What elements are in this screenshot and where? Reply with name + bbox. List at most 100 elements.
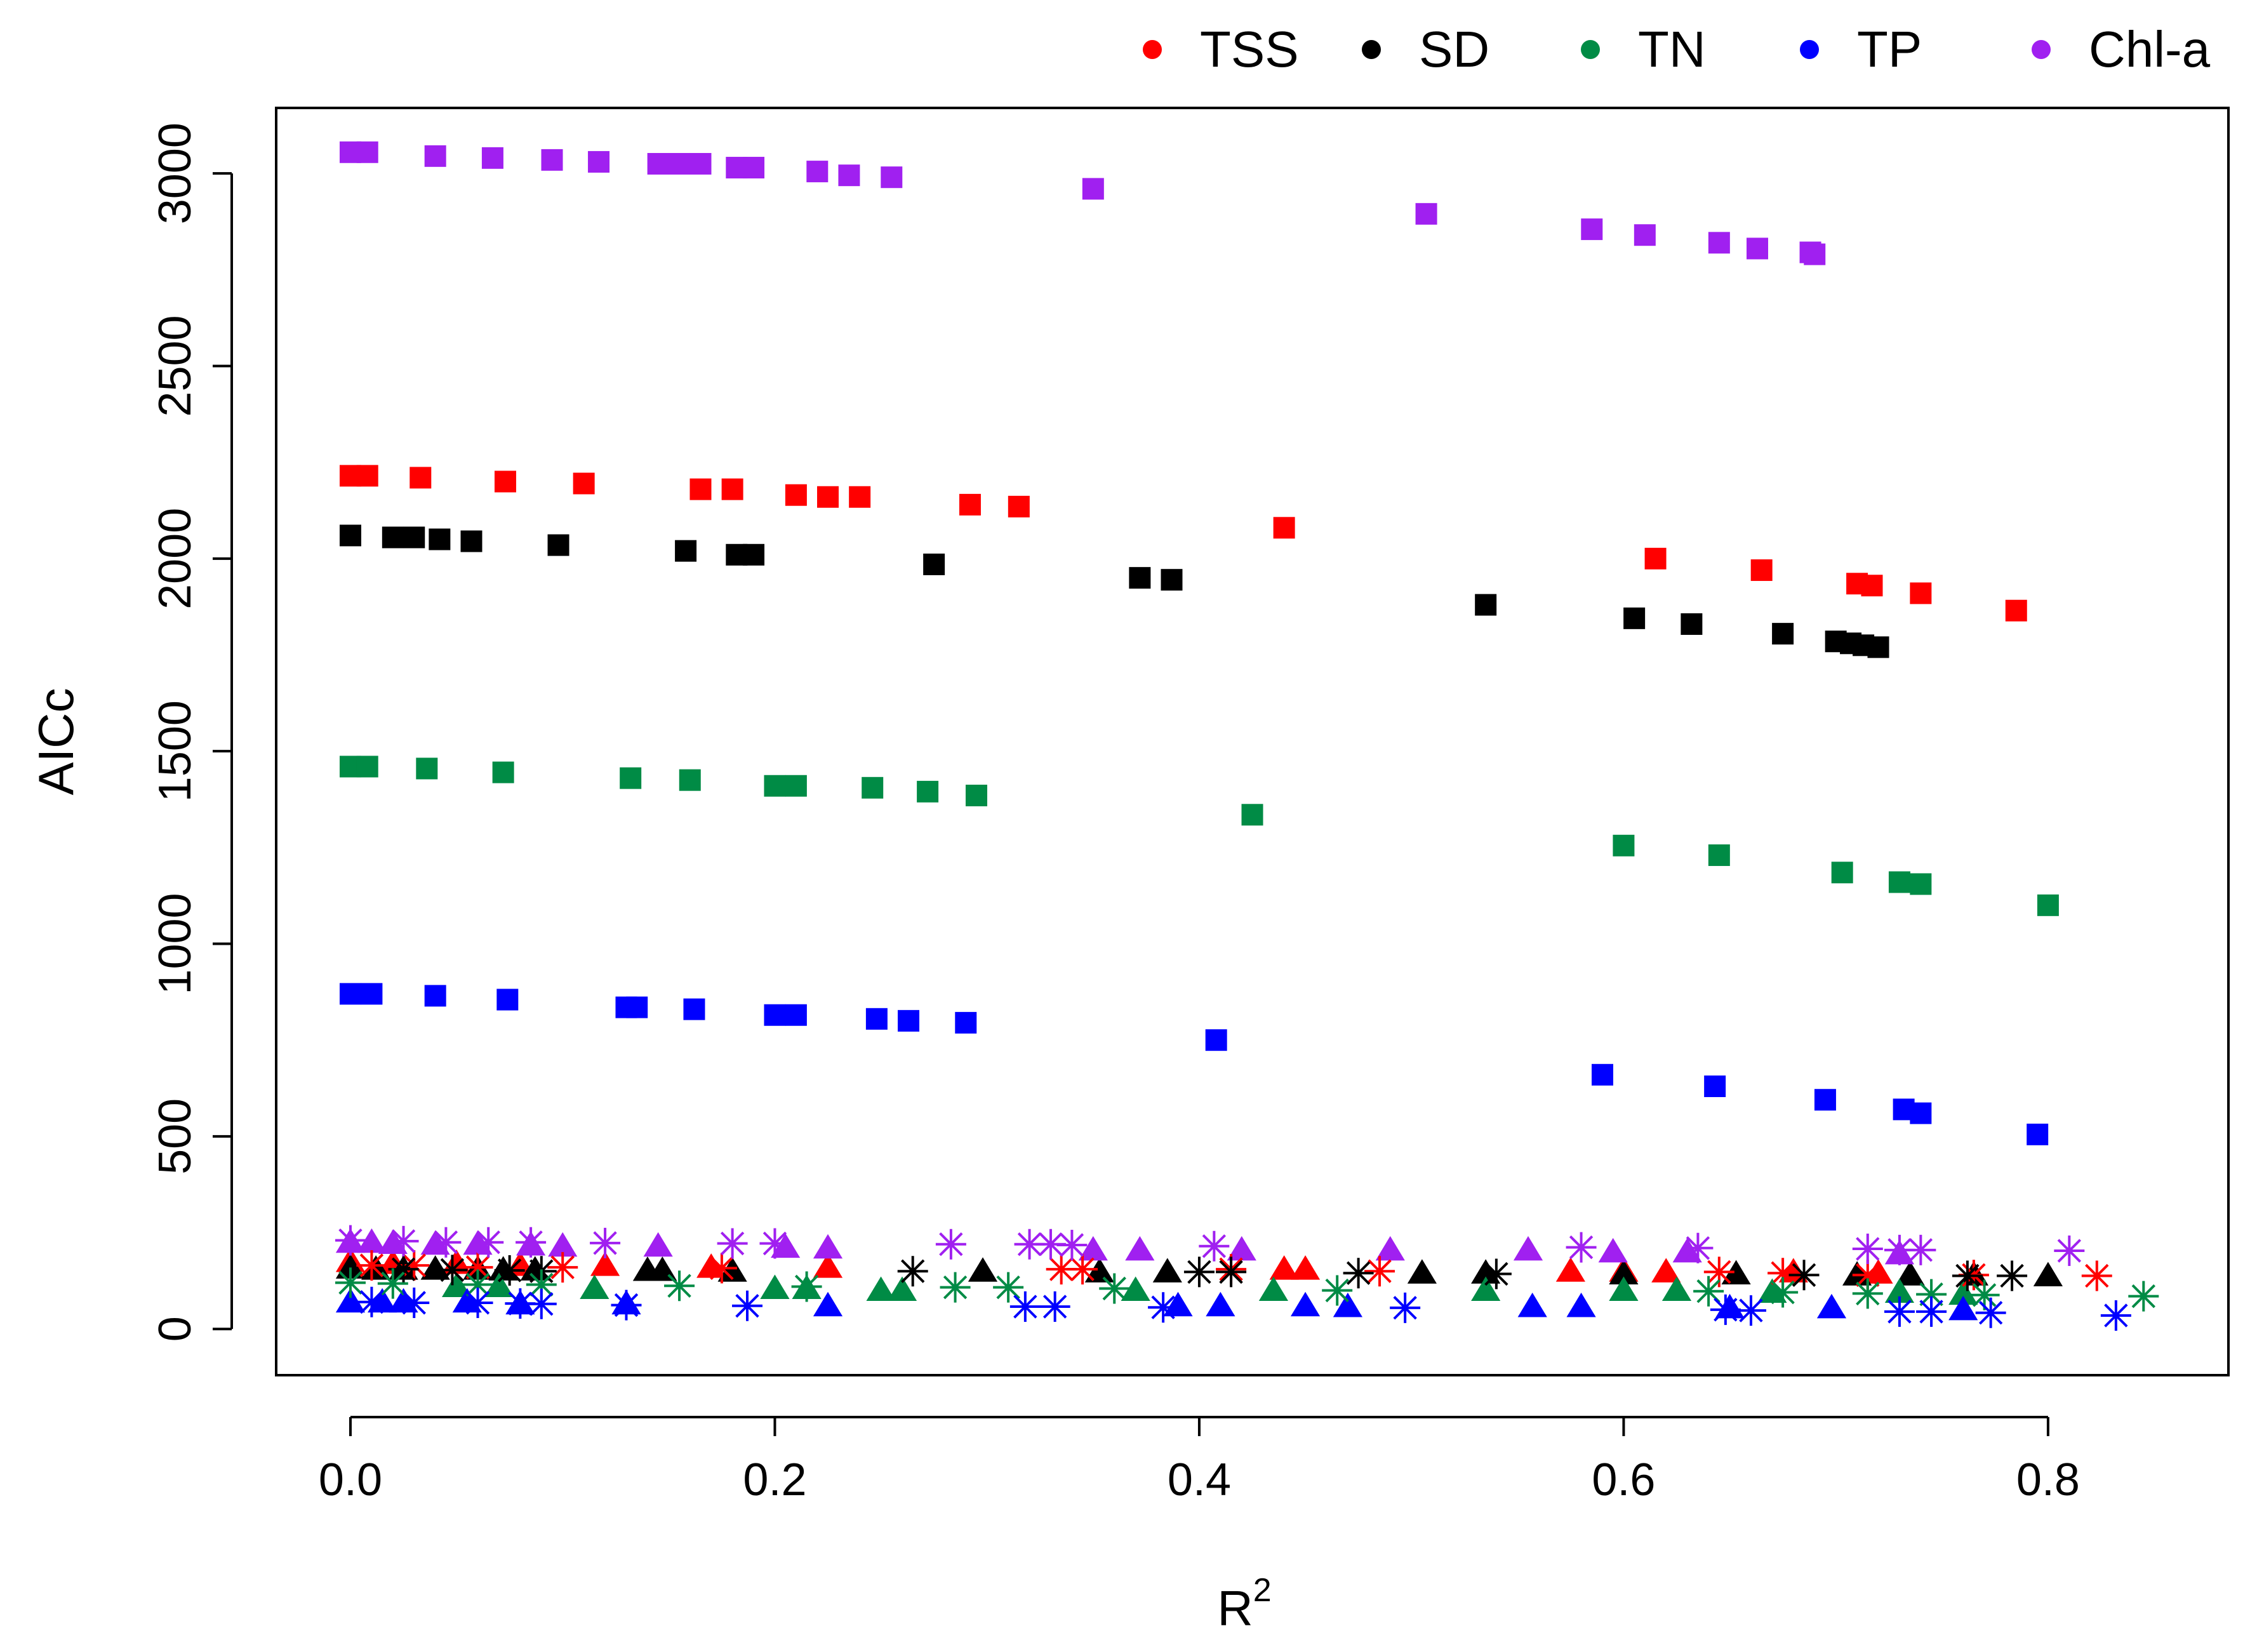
chl-a-asterisk-point: [1905, 1234, 1936, 1265]
chl-a-asterisk-point: [1035, 1229, 1066, 1260]
legend-label-sd: SD: [1419, 21, 1489, 77]
legend-label-chl-a: Chl-a: [2089, 21, 2211, 77]
tss-asterisk-point: [1768, 1258, 1799, 1289]
tn-point: [1708, 844, 1730, 866]
tss-point: [721, 478, 743, 500]
tp-point: [764, 1004, 786, 1026]
tss-asterisk-point: [547, 1252, 578, 1283]
tn-asterisk-point: [1693, 1276, 1724, 1307]
sd-point: [1161, 569, 1183, 591]
tp-point: [1205, 1029, 1227, 1051]
tp-triangle-point: [1290, 1291, 1321, 1317]
x-tick-label: 0.8: [2016, 1455, 2080, 1505]
chl-a-triangle-point: [1513, 1236, 1543, 1261]
chl-a-asterisk-point: [1682, 1232, 1714, 1263]
tss-point: [356, 465, 378, 487]
tn-point: [965, 784, 987, 806]
tp-asterisk-point: [399, 1287, 430, 1318]
tss-point: [1861, 575, 1883, 597]
sd-point: [429, 528, 451, 550]
tn-point: [2037, 894, 2059, 916]
chl-a-point: [806, 161, 829, 183]
tss-asterisk-point: [356, 1250, 387, 1281]
tn-triangle-point: [866, 1276, 896, 1302]
sd-point: [547, 534, 569, 556]
sd-point: [1772, 623, 1794, 645]
tn-asterisk-point: [462, 1269, 493, 1300]
y-tick-label: 2000: [150, 508, 201, 610]
sd-triangle-point: [1721, 1260, 1751, 1284]
tp-asterisk-point: [611, 1289, 642, 1321]
tn-triangle-point: [1948, 1280, 1978, 1305]
tp-triangle-point: [1206, 1291, 1235, 1317]
chl-a-asterisk-point: [1056, 1229, 1088, 1260]
chl-a-point: [1746, 237, 1768, 260]
tss-asterisk-point: [1067, 1254, 1098, 1285]
sd-asterisk-point: [494, 1255, 525, 1286]
tp-asterisk-point: [1039, 1291, 1070, 1322]
tn-point: [1613, 834, 1635, 856]
tss-point: [959, 493, 981, 516]
chl-a-asterisk-point: [1014, 1229, 1045, 1260]
tp-asterisk-point: [1916, 1296, 1947, 1327]
sd-asterisk-point: [437, 1255, 468, 1286]
tp-triangle-point: [1816, 1293, 1847, 1319]
chl-a-asterisk-point: [590, 1227, 621, 1258]
tss-point: [1008, 495, 1030, 517]
sd-triangle-point: [717, 1257, 747, 1282]
tp-point: [785, 1004, 807, 1026]
tn-point: [1910, 873, 1932, 895]
chl-a-point: [1804, 243, 1826, 265]
tn-triangle-point: [1609, 1276, 1639, 1302]
tp-asterisk-point: [1148, 1292, 1179, 1323]
x-tick-label: 0.0: [319, 1455, 382, 1505]
chl-a-asterisk-point: [717, 1228, 748, 1259]
tn-asterisk-point: [2128, 1281, 2159, 1312]
sd-asterisk-point: [897, 1256, 928, 1287]
sd-point: [1681, 613, 1703, 635]
chl-a-asterisk-point: [1199, 1230, 1230, 1262]
tn-point: [1831, 862, 1853, 884]
tn-triangle-point: [760, 1274, 790, 1299]
chl-a-triangle-point: [1375, 1236, 1405, 1261]
tss-triangle-point: [1555, 1257, 1585, 1282]
x-tick-label: 0.4: [1168, 1455, 1231, 1505]
tp-point: [1591, 1063, 1613, 1086]
tss-asterisk-point: [706, 1253, 737, 1284]
sd-point: [743, 543, 765, 566]
chl-a-point: [588, 150, 610, 173]
tp-point: [339, 983, 361, 1005]
tn-point: [764, 775, 786, 797]
chl-a-triangle-point: [357, 1228, 387, 1253]
sd-triangle-point: [1609, 1260, 1639, 1284]
legend-marker-tn: [1581, 40, 1600, 59]
tp-point: [898, 1009, 920, 1032]
tss-point: [785, 484, 807, 506]
sd-asterisk-point: [1481, 1258, 1512, 1289]
legend-marker-chl-a: [2032, 40, 2051, 59]
chl-a-point: [669, 152, 691, 175]
chl-a-asterisk-point: [2054, 1236, 2085, 1267]
sd-triangle-point: [2033, 1262, 2063, 1286]
sd-triangle-point: [335, 1254, 366, 1279]
sd-triangle-point: [420, 1255, 450, 1280]
y-tick-label: 1000: [150, 893, 201, 994]
chl-a-asterisk-point: [935, 1229, 966, 1260]
tss-point: [1644, 547, 1667, 570]
tp-triangle-point: [1163, 1291, 1193, 1317]
legend: TSS SD TN TP Chl-a: [1143, 21, 2211, 77]
tn-triangle-point: [887, 1276, 917, 1302]
chl-a-point: [1082, 178, 1104, 200]
sd-triangle-point: [1895, 1261, 1925, 1286]
tp-point: [424, 985, 446, 1007]
tn-asterisk-point: [1099, 1273, 1130, 1304]
tn-asterisk-point: [993, 1272, 1024, 1303]
y-tick-label: 0: [150, 1316, 201, 1342]
chl-a-triangle-point: [813, 1234, 843, 1259]
tss-point: [573, 472, 595, 495]
sd-point: [675, 540, 697, 562]
tp-point: [626, 996, 648, 1018]
legend-label-tss: TSS: [1200, 21, 1299, 77]
chl-a-point: [541, 149, 563, 171]
tn-point: [917, 780, 939, 803]
